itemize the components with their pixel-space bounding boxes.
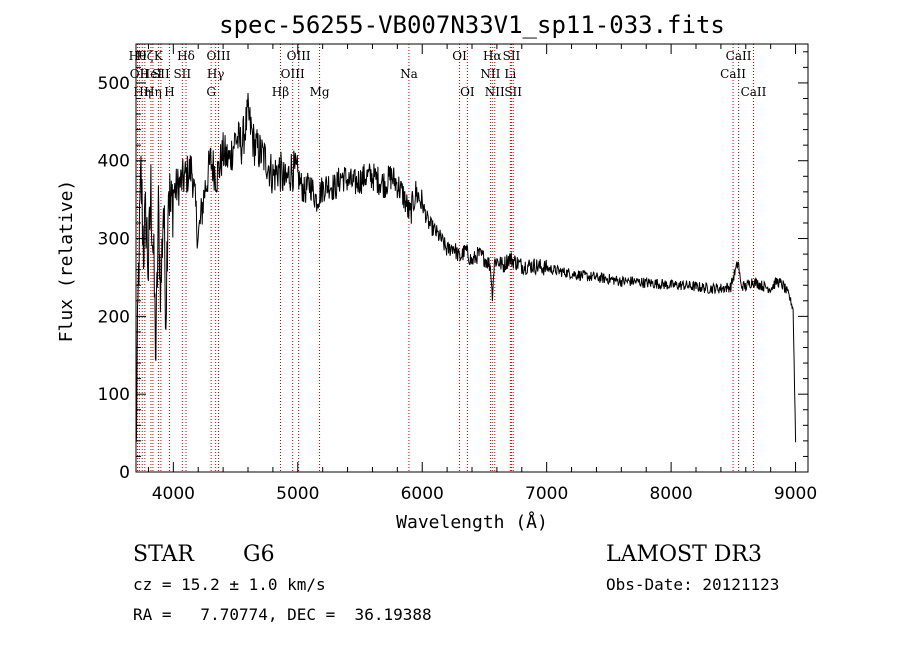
x-tick-label-6000: 6000 bbox=[401, 484, 444, 504]
y-tick-label-400: 400 bbox=[98, 152, 130, 172]
x-tick-label-4000: 4000 bbox=[152, 484, 195, 504]
marker-label-27: CaII bbox=[726, 49, 752, 63]
marker-label-26: SII bbox=[504, 85, 522, 99]
redshift-text: cz = 15.2 ± 1.0 km/s bbox=[133, 575, 326, 594]
y-axis-ticks: 0 100 200 300 400 500 bbox=[98, 51, 808, 483]
marker-label-16: OIII bbox=[281, 67, 305, 81]
marker-label-10: SII bbox=[173, 67, 191, 81]
x-tick-label-7000: 7000 bbox=[525, 484, 568, 504]
x-axis-ticks: 4000 5000 6000 7000 8000 9000 bbox=[147, 44, 817, 504]
x-tick-label-8000: 8000 bbox=[649, 484, 692, 504]
y-tick-label-300: 300 bbox=[98, 230, 130, 250]
marker-label-6: K bbox=[154, 49, 164, 63]
spectral-marker-lines bbox=[136, 44, 754, 472]
marker-label-9: Hδ bbox=[177, 49, 195, 63]
y-axis-label: Flux (relative) bbox=[56, 180, 77, 343]
marker-label-29: CaII bbox=[741, 85, 767, 99]
marker-label-1: OII bbox=[130, 67, 150, 81]
marker-label-4: HeI bbox=[140, 67, 163, 81]
marker-label-2: Hη bbox=[133, 85, 151, 99]
y-tick-label-0: 0 bbox=[119, 463, 130, 483]
marker-label-15: OIII bbox=[287, 49, 311, 63]
marker-label-12: Hγ bbox=[207, 67, 225, 81]
marker-label-23: NII bbox=[485, 85, 505, 99]
marker-label-8: H bbox=[164, 85, 174, 99]
marker-label-21: Hα bbox=[483, 49, 502, 63]
x-axis-label: Wavelength (Å) bbox=[396, 511, 548, 533]
spectral-marker-labels: Hθ OII Hη Hζ HeI Hη K SII H Hδ SII OIII Hγ G Hβ OIII OII… bbox=[129, 49, 767, 99]
marker-label-25: Li bbox=[504, 67, 516, 81]
marker-label-22: NII bbox=[480, 67, 500, 81]
marker-label-20: OI bbox=[460, 85, 475, 99]
chart-title: spec-56255-VB007N33V1_sp11-033.fits bbox=[219, 11, 725, 39]
marker-label-13: G bbox=[206, 85, 216, 99]
marker-label-18: Na bbox=[400, 67, 418, 81]
y-tick-label-100: 100 bbox=[98, 385, 130, 405]
x-tick-label-9000: 9000 bbox=[774, 484, 817, 504]
marker-label-19: OI bbox=[452, 49, 467, 63]
spectrum-series bbox=[135, 92, 797, 444]
marker-label-7: SII bbox=[152, 67, 170, 81]
marker-label-11: OIII bbox=[206, 49, 230, 63]
x-tick-label-5000: 5000 bbox=[276, 484, 319, 504]
y-tick-label-200: 200 bbox=[98, 307, 130, 327]
marker-label-28: CaII bbox=[720, 67, 746, 81]
marker-label-3: Hζ bbox=[136, 49, 153, 63]
marker-label-5: Hη bbox=[144, 85, 162, 99]
spectrum-line bbox=[135, 92, 797, 444]
obs-date-text: Obs-Date: 20121123 bbox=[606, 575, 779, 594]
object-subclass: G6 bbox=[243, 542, 275, 567]
survey-name: LAMOST DR3 bbox=[606, 542, 762, 567]
marker-label-17: Mg bbox=[310, 85, 330, 99]
marker-label-14: Hβ bbox=[272, 85, 289, 99]
marker-label-24: SII bbox=[503, 49, 521, 63]
marker-label-0: Hθ bbox=[129, 49, 147, 63]
object-class: STAR bbox=[133, 542, 195, 567]
y-tick-label-500: 500 bbox=[98, 74, 130, 94]
coordinates-text: RA = 7.70774, DEC = 36.19388 bbox=[133, 605, 432, 624]
